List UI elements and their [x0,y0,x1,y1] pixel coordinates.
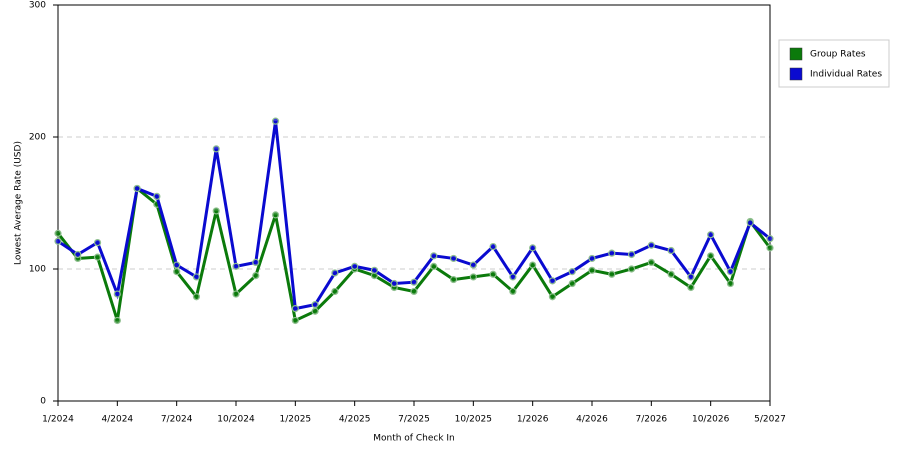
point [74,250,82,259]
point [726,279,735,288]
x-tick-label: 7/2026 [635,415,667,425]
x-tick-label: 4/2026 [576,415,608,425]
point [667,270,675,278]
point [351,262,359,270]
x-tick-label: 10/2026 [692,415,730,425]
y-axis-label: Lowest Average Rate (USD) [14,141,24,265]
point [331,287,339,296]
point [687,273,695,281]
point [173,261,181,269]
point [667,246,675,255]
point [469,261,477,269]
point [252,272,260,280]
point [548,277,557,285]
x-tick-label: 1/2026 [517,415,549,425]
point [766,244,774,252]
point [192,273,201,281]
point [568,279,576,288]
x-tick-label: 1/2024 [42,415,74,425]
point [192,293,201,301]
point [291,316,299,325]
point [271,211,280,219]
point [449,275,458,284]
x-tick-label: 10/2025 [455,415,492,425]
point [311,301,319,309]
series-line [56,185,772,323]
point [390,279,398,288]
x-tick-label: 5/2027 [754,415,786,425]
point [707,231,715,239]
point [54,229,62,237]
point [687,283,695,292]
x-tick-label: 4/2025 [339,415,371,425]
point [212,207,220,215]
point [113,290,121,298]
y-tick-label: 0 [40,397,46,407]
point [529,244,537,252]
point [726,268,735,276]
legend-label: Individual Rates [810,70,882,80]
point [410,278,418,286]
point [509,287,517,296]
point [746,219,754,227]
point [588,266,596,274]
point [608,270,616,278]
point [232,290,240,298]
x-tick-label: 7/2025 [398,415,430,425]
point [469,273,477,281]
point [252,258,260,266]
point [707,252,715,260]
y-tick-label: 300 [29,1,46,11]
point [173,268,181,276]
x-tick-label: 10/2024 [217,415,255,425]
point [489,242,497,251]
x-axis-label: Month of Check In [373,434,455,444]
point [588,254,596,263]
legend-swatch [789,47,803,61]
point [529,261,537,269]
point [232,262,240,270]
point [449,254,458,263]
point [410,287,418,296]
point [370,266,379,274]
point [54,237,62,245]
y-tick-label: 200 [29,133,46,143]
point [766,235,774,243]
point [133,184,141,193]
point [291,305,299,313]
x-tick-label: 7/2024 [161,415,193,425]
point [568,268,576,276]
x-tick-label: 4/2024 [101,415,133,425]
point [430,252,438,260]
point [647,258,655,266]
point [627,250,636,259]
point [93,253,102,261]
legend-label: Group Rates [810,50,866,60]
point [548,293,557,301]
point [647,241,655,249]
plot-frame [57,4,771,402]
point [430,262,438,270]
point [311,307,319,315]
point [271,117,280,125]
y-tick-label: 100 [29,265,46,275]
point [212,145,220,153]
point [93,239,102,247]
point [153,192,161,200]
point [509,273,517,281]
point [113,316,121,325]
point [627,265,636,273]
point [489,270,497,278]
x-tick-label: 1/2025 [279,415,311,425]
point [331,269,339,277]
legend-swatch [789,67,803,81]
point [608,249,616,257]
